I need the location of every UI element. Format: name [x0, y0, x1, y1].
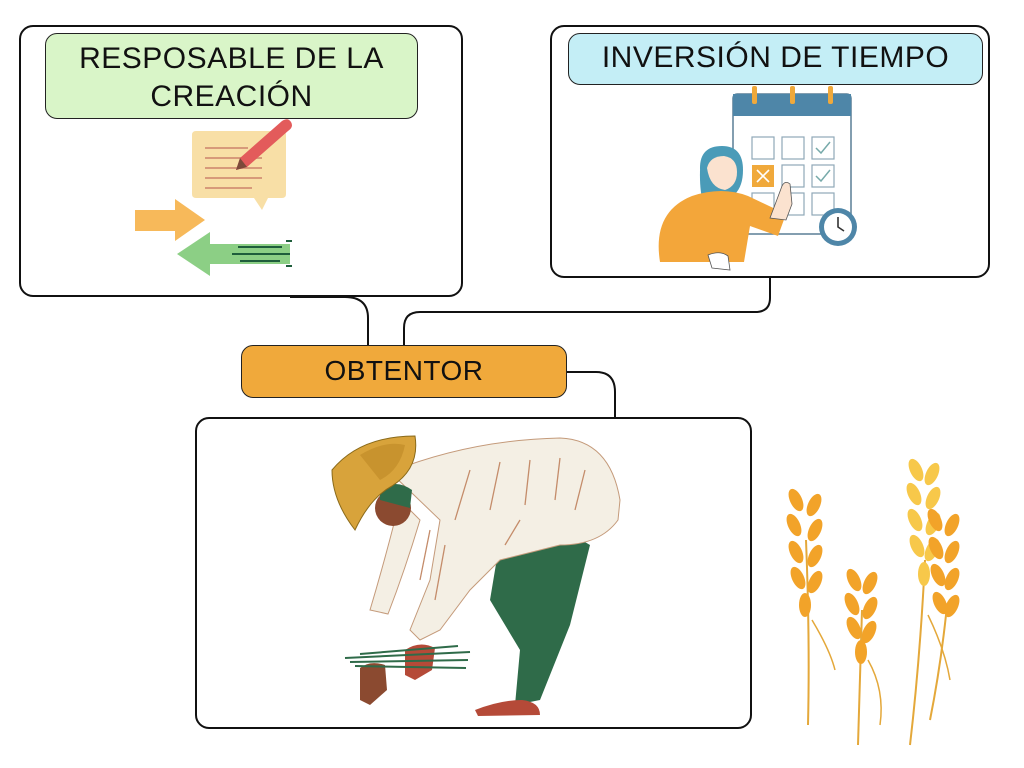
- time-label: INVERSIÓN DE TIEMPO: [568, 33, 983, 85]
- farmer-body: [331, 435, 621, 716]
- connector-central-to-farmer: [567, 371, 616, 417]
- calendar-icon: [732, 86, 852, 235]
- pencil-icon: [236, 119, 292, 170]
- wheat-stalk-middle: [844, 568, 882, 746]
- central-node: OBTENTOR: [241, 345, 567, 398]
- connector-creation-to-central: [290, 296, 369, 345]
- connector-time-to-central: [403, 278, 771, 345]
- creation-label: RESPOSABLE DE LA CREACIÓN: [45, 33, 418, 119]
- wheat-bundle: [344, 645, 471, 669]
- arrow-left-icon: [177, 232, 292, 276]
- wheat-stalk-left: [786, 488, 836, 726]
- clock-icon: [819, 208, 857, 246]
- woman-icon: [658, 146, 793, 271]
- wheat-stalk-right: [906, 458, 960, 746]
- arrow-right-icon: [135, 199, 205, 241]
